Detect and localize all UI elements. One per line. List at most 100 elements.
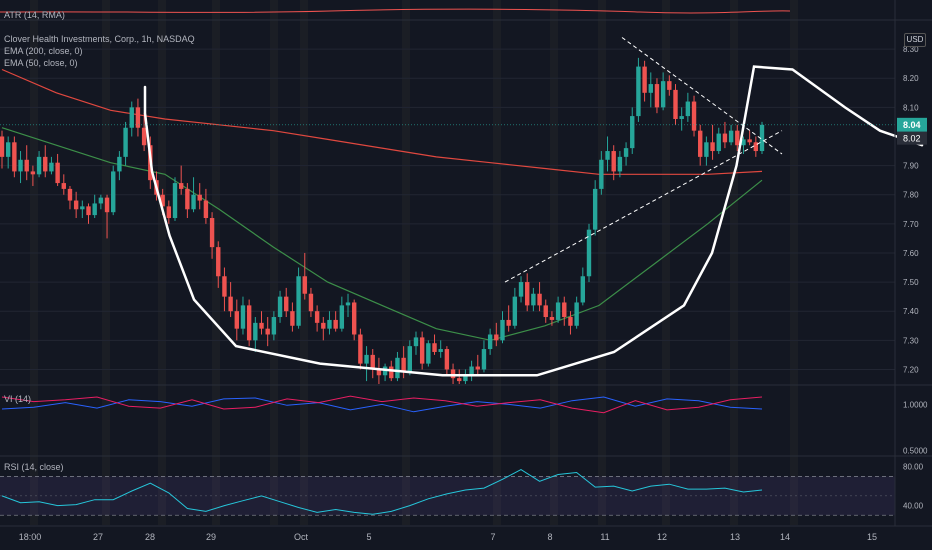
candle-body	[253, 322, 258, 341]
time-tick-label: 11	[600, 532, 609, 542]
candle-body	[463, 375, 468, 382]
candle-body	[327, 319, 332, 329]
session-stripes	[30, 0, 798, 525]
candle-body	[747, 139, 752, 143]
candle-body	[351, 302, 357, 335]
candle-body	[290, 311, 295, 326]
symbol-title[interactable]: Clover Health Investments, Corp., 1h, NA…	[4, 34, 195, 44]
rsi-line	[1, 469, 763, 515]
candle-body	[654, 84, 660, 108]
candle-body	[111, 171, 116, 213]
price-tick-label: 7.70	[903, 220, 919, 229]
candle-body	[135, 107, 141, 128]
session-stripe	[402, 0, 410, 525]
rsi-legend[interactable]: RSI (14, close)	[4, 462, 64, 472]
candle-body	[401, 357, 406, 373]
ema50-layer	[1, 127, 763, 341]
candle-body	[308, 293, 314, 312]
time-tick-label: 27	[93, 532, 103, 542]
candle-body	[364, 354, 369, 364]
price-tick-label: 7.90	[903, 162, 919, 171]
candle-body	[611, 151, 616, 172]
candle-body	[660, 81, 666, 108]
session-stripe	[662, 0, 670, 525]
drawing-layer	[0, 37, 924, 377]
candle-body	[370, 354, 375, 370]
candle-body	[321, 322, 326, 329]
candle-body	[555, 302, 561, 320]
candle-body	[586, 229, 592, 277]
ema50-legend[interactable]: EMA (50, close, 0)	[4, 58, 78, 68]
candle-body	[104, 197, 110, 213]
candle-body	[197, 194, 202, 201]
candle-body	[469, 366, 474, 376]
candle-body	[259, 322, 264, 329]
candle-body	[438, 349, 443, 352]
candle-body	[265, 328, 270, 335]
candle-body	[246, 305, 252, 341]
candle-body	[86, 206, 91, 216]
candle-body	[172, 183, 178, 219]
candle-body	[574, 302, 579, 326]
candle-body	[710, 142, 715, 152]
price-tick-label: 7.80	[903, 191, 919, 200]
candle-body	[376, 369, 382, 376]
candle-body	[543, 305, 548, 318]
candle-body	[531, 293, 536, 306]
rsi-tick-label: 40.00	[903, 502, 924, 511]
candle-body	[475, 366, 480, 370]
candles-layer	[0, 57, 765, 384]
candle-body	[67, 188, 73, 201]
session-stripe	[102, 0, 110, 525]
ema200-legend[interactable]: EMA (200, close, 0)	[4, 46, 83, 56]
support-trendline	[504, 130, 783, 283]
vi-legend[interactable]: VI (14)	[4, 394, 32, 404]
session-stripe	[790, 0, 798, 525]
cup-drawing	[143, 65, 924, 377]
candle-body	[389, 366, 394, 379]
atr-line	[0, 8, 791, 14]
candle-body	[518, 282, 524, 297]
candle-body	[407, 346, 413, 373]
candle-body	[222, 276, 227, 297]
session-stripe	[300, 0, 308, 525]
time-tick-label: 5	[366, 532, 371, 542]
currency-badge[interactable]: USD	[904, 33, 926, 47]
candle-body	[450, 369, 456, 379]
atr-legend[interactable]: ATR (14, RMA)	[4, 10, 65, 20]
candle-body	[123, 127, 128, 157]
candle-body	[487, 334, 493, 350]
price-tick-label: 8.10	[903, 103, 919, 112]
candle-body	[562, 302, 567, 318]
candle-body	[648, 84, 653, 93]
candle-body	[30, 171, 36, 175]
candle-body	[728, 130, 734, 143]
candle-body	[191, 194, 196, 210]
candle-body	[617, 156, 623, 172]
candle-body	[49, 162, 54, 172]
session-stripe	[30, 0, 38, 525]
candle-body	[209, 218, 215, 248]
candle-body	[413, 337, 419, 347]
candle-body	[512, 296, 518, 326]
candle-body	[271, 317, 277, 335]
time-tick-label: 14	[780, 532, 790, 542]
ema200-layer	[1, 68, 763, 175]
candle-body	[623, 148, 629, 157]
time-tick-label: 12	[657, 532, 667, 542]
candle-body	[284, 296, 289, 312]
candle-body	[98, 197, 104, 204]
candle-body	[296, 276, 301, 326]
candle-body	[457, 378, 462, 382]
rsi-panel: 80.00 40.00	[0, 463, 924, 516]
candle-body	[240, 305, 246, 329]
candle-body	[580, 276, 586, 303]
candle-body	[234, 311, 239, 329]
candle-body	[667, 81, 672, 90]
candle-body	[141, 127, 147, 146]
time-tick-label: 15	[867, 532, 877, 542]
candle-body	[592, 188, 598, 230]
candle-body	[753, 142, 759, 152]
vi-tick-label: 0.5000	[903, 446, 928, 455]
